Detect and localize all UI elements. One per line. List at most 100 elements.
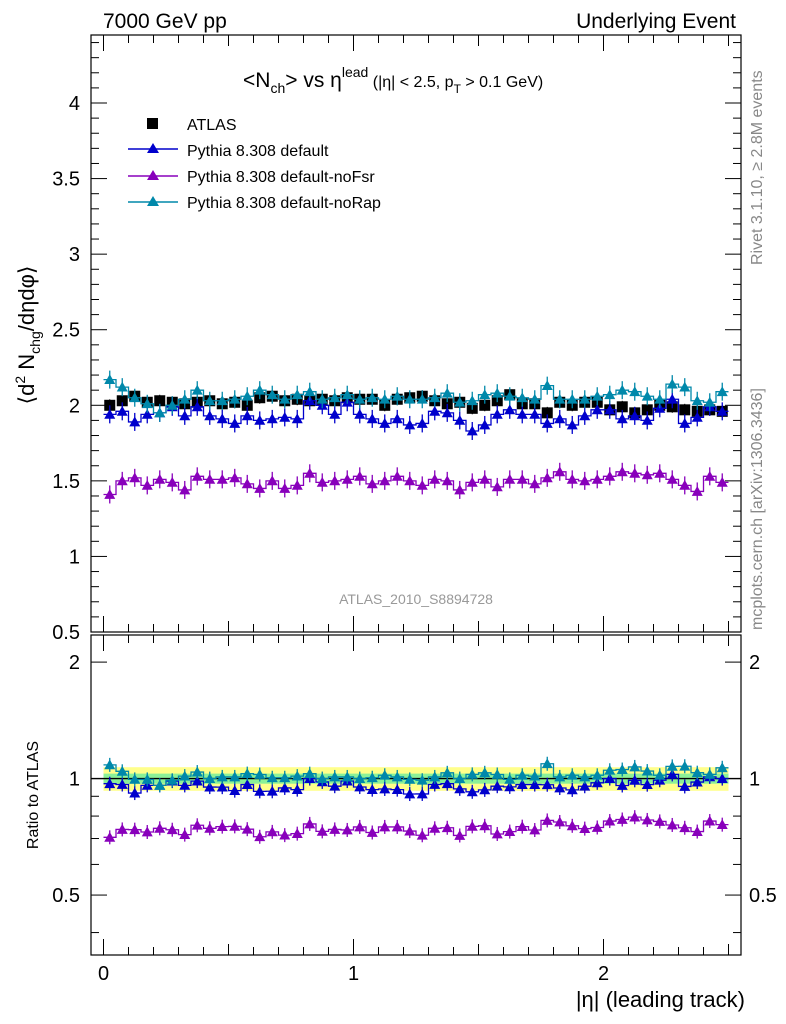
ratio-point-default [241,779,253,789]
data-point-default [441,407,453,418]
ratio-point-default [216,781,228,792]
ratio-point-nofsr [591,821,603,832]
data-point-norap [316,393,328,404]
ratio-point-nofsr [516,821,528,832]
data-point-nofsr [616,466,628,477]
y-tick-label-top: 0.5 [52,622,80,644]
ratio-point-norap [229,771,241,782]
data-point-norap [454,396,466,407]
data-point-nofsr [416,479,428,490]
data-point-nofsr [491,481,503,492]
data-point-default [329,408,341,419]
ratio-point-default [479,784,491,795]
legend-label-atlas: ATLAS [187,117,237,134]
data-point-norap [579,393,591,404]
ratio-point-nofsr [341,824,353,835]
ratio-point-nofsr [354,821,366,832]
ratio-point-nofsr [416,829,428,840]
ratio-point-norap [441,767,453,778]
data-point-norap [466,395,478,406]
data-point-nofsr [666,473,678,484]
ratio-point-norap [616,764,628,774]
data-point-norap [529,393,541,404]
ratio-point-norap [504,773,516,784]
data-point-norap [429,392,441,403]
data-point-norap [154,407,166,418]
data-point-nofsr [379,475,391,486]
ratio-point-default [466,786,478,797]
data-point-atlas [241,399,253,411]
data-point-default [591,404,603,415]
header-right: Underlying Event [576,10,736,33]
ratio-point-nofsr [704,815,716,826]
y-tick-label-ratio-right: 2 [749,652,760,674]
data-point-atlas [541,407,553,419]
ratio-point-default [716,773,728,783]
ratio-point-default [191,775,203,786]
data-point-atlas [616,401,628,413]
ratio-point-nofsr [529,824,541,835]
data-point-default [141,408,153,419]
data-point-nofsr [329,475,341,486]
ratio-point-nofsr [104,831,116,842]
data-point-nofsr [679,479,691,490]
data-point-nofsr [566,473,578,484]
ratio-point-nofsr [716,819,728,830]
data-point-nofsr [466,476,478,487]
ratio-point-nofsr [541,814,553,825]
legend-label-nofsr: Pythia 8.308 default-noFsr [187,169,375,186]
ratio-point-default [604,773,616,783]
x-axis-label: |η| (leading track) [576,987,745,1012]
data-point-default [679,417,691,428]
data-point-nofsr [554,466,566,477]
ratio-point-default [691,776,703,787]
data-point-default [216,413,228,424]
y-tick-label-ratio-right: 0.5 [749,885,777,907]
y-axis-label-top: ⟨d2 Nchg/dηdφ⟩ [12,266,43,405]
data-point-norap [616,384,628,395]
ratio-point-norap [716,762,728,773]
data-point-nofsr [241,478,253,489]
data-point-nofsr [216,473,228,484]
ratio-point-default [354,781,366,792]
data-point-default [454,414,466,425]
ratio-point-default [616,779,628,790]
data-point-default [604,404,616,415]
data-point-default [266,413,278,424]
data-point-nofsr [366,478,378,489]
ratio-point-nofsr [279,829,291,840]
y-tick-label-top: 1 [69,546,80,568]
ratio-point-nofsr [366,827,378,837]
legend: ATLAS Pythia 8.308 default Pythia 8.308 … [128,117,381,212]
ratio-point-nofsr [191,819,203,830]
data-point-default [554,413,566,424]
data-point-atlas [104,399,116,411]
ratio-point-nofsr [141,826,153,837]
data-point-default [516,408,528,419]
ratio-point-nofsr [116,823,128,834]
data-point-norap [291,389,303,400]
ratio-point-norap [404,773,416,784]
legend-label-default: Pythia 8.308 default [187,143,329,160]
data-point-nofsr [141,479,153,490]
ratio-point-default [529,779,541,789]
data-point-default [241,410,253,421]
ratio-point-norap [529,770,541,781]
ratio-point-nofsr [329,823,341,834]
data-point-default [541,417,553,428]
data-point-atlas [641,404,653,416]
data-point-default [529,408,541,419]
ratio-point-norap [541,758,553,769]
ratio-point-norap [591,769,603,780]
ratio-point-default [279,782,291,793]
data-point-nofsr [454,484,466,495]
header-left: 7000 GeV pp [103,10,227,33]
ratio-series [103,756,729,845]
ratio-point-norap [666,760,678,771]
ratio-point-norap [454,773,466,783]
ratio-point-norap [216,771,228,782]
ratio-point-nofsr [666,819,678,830]
ratio-point-default [516,779,528,789]
data-point-default [691,411,703,422]
ratio-point-norap [266,772,278,783]
